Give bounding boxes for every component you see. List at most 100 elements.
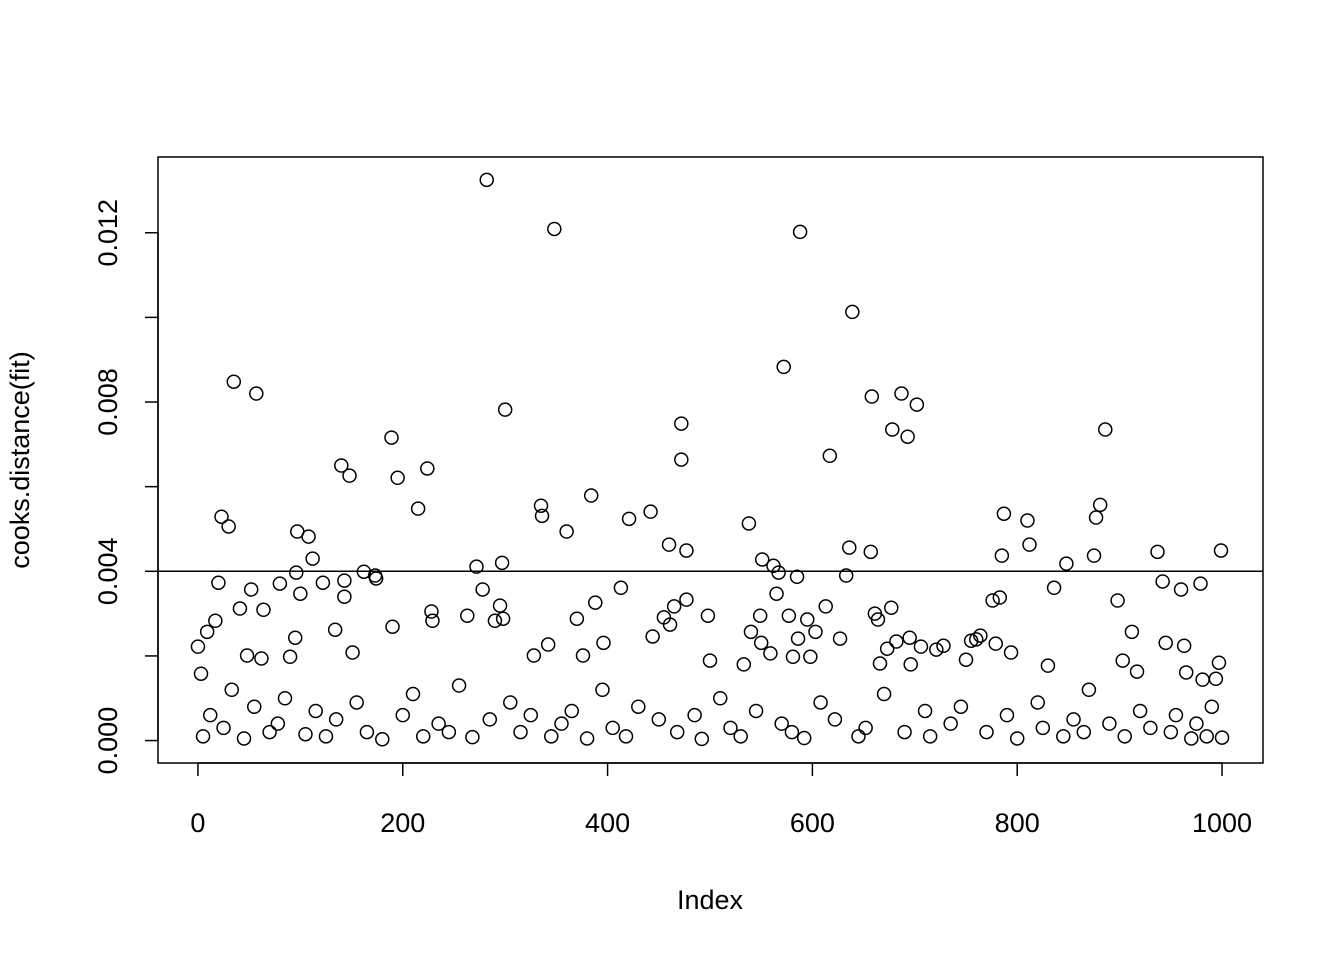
- x-tick-label: 800: [995, 808, 1040, 838]
- point: [774, 716, 789, 731]
- point: [287, 630, 303, 645]
- point: [643, 504, 658, 519]
- point: [494, 555, 510, 571]
- point: [894, 386, 909, 401]
- point: [1178, 665, 1194, 680]
- x-tick-label: 1000: [1192, 808, 1252, 838]
- point: [282, 649, 298, 665]
- point: [554, 716, 569, 731]
- point: [1204, 699, 1220, 714]
- point: [359, 724, 375, 740]
- point: [1081, 682, 1097, 698]
- x-tick-label: 600: [790, 808, 835, 838]
- point: [345, 645, 360, 660]
- point: [922, 729, 938, 744]
- point: [784, 724, 800, 740]
- point: [1168, 707, 1184, 723]
- point: [1056, 729, 1071, 744]
- point: [909, 397, 925, 412]
- point: [790, 631, 806, 646]
- point: [864, 389, 880, 404]
- point: [221, 519, 236, 534]
- point: [679, 543, 694, 558]
- point: [662, 617, 678, 632]
- point: [503, 695, 518, 710]
- point: [232, 601, 248, 616]
- x-tick-label: 0: [190, 808, 205, 838]
- point: [979, 724, 994, 740]
- point: [289, 565, 304, 580]
- point: [254, 651, 269, 666]
- point: [497, 402, 513, 417]
- point: [872, 656, 888, 671]
- point: [903, 657, 918, 672]
- point: [1035, 720, 1051, 736]
- point: [792, 224, 808, 240]
- point: [748, 703, 764, 719]
- point: [208, 613, 223, 629]
- point: [953, 699, 969, 714]
- point: [822, 448, 838, 464]
- point: [621, 511, 637, 527]
- point: [666, 599, 682, 614]
- point: [1155, 574, 1170, 589]
- point: [985, 593, 1000, 608]
- point: [1208, 671, 1224, 687]
- point: [863, 544, 879, 560]
- point: [992, 590, 1008, 605]
- point: [1143, 720, 1158, 736]
- point: [929, 642, 944, 657]
- point: [1102, 716, 1117, 731]
- point: [270, 716, 286, 731]
- point: [1092, 497, 1108, 513]
- point: [1195, 672, 1210, 687]
- point: [305, 551, 320, 566]
- point: [1189, 716, 1204, 731]
- point: [1199, 729, 1214, 744]
- point: [753, 635, 769, 651]
- y-tick-label: 0.004: [93, 538, 123, 606]
- point: [298, 726, 313, 742]
- point: [631, 699, 646, 714]
- point: [605, 720, 620, 736]
- point: [475, 582, 490, 597]
- point: [375, 732, 390, 747]
- point: [1088, 510, 1104, 525]
- point: [743, 624, 759, 640]
- point: [318, 729, 334, 744]
- point: [479, 172, 494, 188]
- point: [337, 589, 352, 604]
- point: [996, 506, 1012, 521]
- point: [1173, 582, 1189, 597]
- point: [1022, 537, 1037, 552]
- point: [390, 470, 405, 486]
- point: [818, 599, 833, 614]
- point: [645, 629, 660, 644]
- point: [1110, 593, 1125, 608]
- point: [902, 630, 917, 645]
- point: [559, 524, 574, 539]
- x-tick-label: 200: [380, 808, 425, 838]
- point: [385, 619, 400, 634]
- point: [752, 608, 768, 623]
- point: [917, 703, 933, 719]
- point: [1213, 543, 1229, 558]
- point: [272, 576, 288, 591]
- point: [415, 729, 431, 744]
- point: [526, 648, 542, 663]
- point: [842, 540, 857, 555]
- x-tick-label: 400: [585, 808, 630, 838]
- point: [465, 729, 480, 745]
- point: [723, 720, 738, 736]
- point: [613, 580, 629, 596]
- point: [973, 628, 988, 643]
- point: [1076, 724, 1092, 740]
- point: [1098, 422, 1113, 437]
- point: [202, 707, 218, 723]
- point: [547, 221, 562, 237]
- point: [1150, 544, 1165, 560]
- point: [534, 508, 550, 524]
- point: [733, 729, 748, 744]
